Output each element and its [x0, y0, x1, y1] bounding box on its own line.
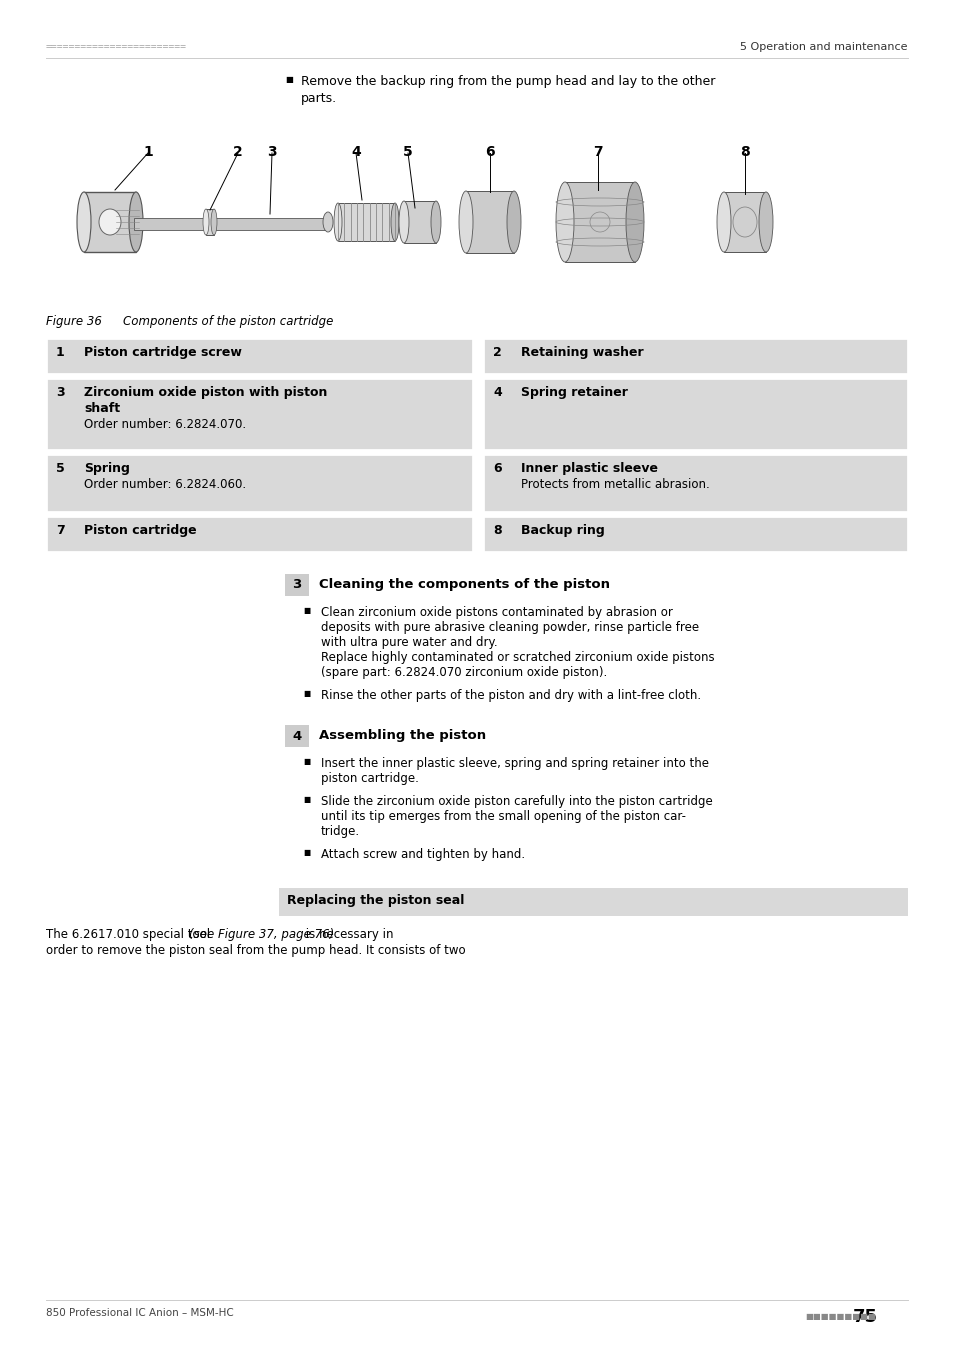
Ellipse shape: [506, 190, 520, 252]
Ellipse shape: [129, 192, 143, 252]
Text: 5 Operation and maintenance: 5 Operation and maintenance: [740, 42, 907, 53]
Bar: [285, 725, 309, 747]
Text: Zirconium oxide piston with piston: Zirconium oxide piston with piston: [84, 386, 327, 400]
Ellipse shape: [334, 202, 341, 242]
Text: order to remove the piston seal from the pump head. It consists of two: order to remove the piston seal from the…: [46, 944, 465, 957]
Text: Replacing the piston seal: Replacing the piston seal: [287, 894, 464, 907]
Text: Cleaning the components of the piston: Cleaning the components of the piston: [318, 578, 609, 591]
Ellipse shape: [77, 192, 91, 252]
Text: Insert the inner plastic sleeve, spring and spring retainer into the: Insert the inner plastic sleeve, spring …: [320, 757, 708, 769]
Text: Backup ring: Backup ring: [520, 524, 604, 537]
Ellipse shape: [323, 212, 333, 232]
Bar: [403, 201, 436, 243]
Text: deposits with pure abrasive cleaning powder, rinse particle free: deposits with pure abrasive cleaning pow…: [320, 621, 699, 634]
Bar: [482, 338, 907, 374]
Text: ■: ■: [285, 76, 293, 84]
Text: ■■■■■■■■■: ■■■■■■■■■: [804, 1312, 875, 1322]
Text: ■: ■: [303, 848, 310, 857]
Text: ■: ■: [303, 688, 310, 698]
Text: ========================: ========================: [46, 42, 187, 53]
Text: 3: 3: [292, 579, 301, 591]
Text: 8: 8: [493, 524, 501, 537]
Bar: [46, 378, 473, 450]
Bar: [133, 217, 328, 230]
Text: Replace highly contaminated or scratched zirconium oxide pistons: Replace highly contaminated or scratched…: [320, 651, 714, 664]
Text: Spring retainer: Spring retainer: [520, 386, 627, 400]
Text: 7: 7: [56, 524, 65, 537]
Ellipse shape: [431, 201, 440, 243]
Text: tridge.: tridge.: [320, 825, 359, 838]
Text: Attach screw and tighten by hand.: Attach screw and tighten by hand.: [320, 848, 524, 861]
Text: 1: 1: [56, 346, 65, 359]
Bar: [482, 516, 907, 552]
Ellipse shape: [203, 209, 209, 235]
Text: Clean zirconium oxide pistons contaminated by abrasion or: Clean zirconium oxide pistons contaminat…: [320, 606, 672, 620]
Text: 1: 1: [143, 144, 152, 159]
Ellipse shape: [625, 182, 643, 262]
Text: Piston cartridge: Piston cartridge: [84, 524, 196, 537]
Text: 8: 8: [740, 144, 749, 159]
Text: 6: 6: [493, 462, 501, 475]
Text: Spring: Spring: [84, 462, 130, 475]
Text: Slide the zirconium oxide piston carefully into the piston cartridge: Slide the zirconium oxide piston careful…: [320, 795, 712, 809]
Text: piston cartridge.: piston cartridge.: [320, 772, 418, 784]
Bar: [46, 516, 473, 552]
Ellipse shape: [211, 209, 216, 235]
Ellipse shape: [458, 190, 473, 252]
Text: 6: 6: [485, 144, 495, 159]
Ellipse shape: [99, 209, 121, 235]
Text: The 6.2617.010 special tool: The 6.2617.010 special tool: [46, 927, 213, 941]
Bar: [46, 338, 473, 374]
Ellipse shape: [556, 182, 574, 262]
Text: (see Figure 37, page 76): (see Figure 37, page 76): [189, 927, 334, 941]
Text: parts.: parts.: [301, 92, 336, 105]
Bar: [285, 574, 309, 595]
Text: Components of the piston cartridge: Components of the piston cartridge: [108, 315, 333, 328]
Ellipse shape: [759, 192, 772, 252]
Text: ■: ■: [303, 606, 310, 616]
Text: shaft: shaft: [84, 402, 120, 414]
Text: is necessary in: is necessary in: [301, 927, 393, 941]
Text: 3: 3: [267, 144, 276, 159]
Text: 5: 5: [403, 144, 413, 159]
Text: 3: 3: [56, 386, 65, 400]
Text: 2: 2: [493, 346, 501, 359]
Bar: [84, 192, 136, 252]
Bar: [482, 454, 907, 512]
Bar: [337, 202, 395, 242]
Text: Figure 36: Figure 36: [46, 315, 102, 328]
Text: ■: ■: [303, 795, 310, 805]
Ellipse shape: [717, 192, 730, 252]
Text: Rinse the other parts of the piston and dry with a lint-free cloth.: Rinse the other parts of the piston and …: [320, 688, 700, 702]
Text: Order number: 6.2824.070.: Order number: 6.2824.070.: [84, 418, 246, 431]
Text: Piston cartridge screw: Piston cartridge screw: [84, 346, 242, 359]
Ellipse shape: [391, 202, 398, 242]
Text: Protects from metallic abrasion.: Protects from metallic abrasion.: [520, 478, 709, 491]
Text: 850 Professional IC Anion – MSM-HC: 850 Professional IC Anion – MSM-HC: [46, 1308, 233, 1318]
Text: ■: ■: [303, 757, 310, 765]
Text: Assembling the piston: Assembling the piston: [318, 729, 486, 742]
Text: 2: 2: [233, 144, 243, 159]
Bar: [206, 209, 213, 235]
Bar: [465, 190, 514, 252]
Text: 7: 7: [593, 144, 602, 159]
Text: Remove the backup ring from the pump head and lay to the other: Remove the backup ring from the pump hea…: [301, 76, 715, 88]
Text: with ultra pure water and dry.: with ultra pure water and dry.: [320, 636, 497, 649]
Text: 5: 5: [56, 462, 65, 475]
Text: 4: 4: [292, 729, 301, 742]
Text: 4: 4: [493, 386, 501, 400]
Text: 75: 75: [852, 1308, 877, 1326]
Text: (spare part: 6.2824.070 zirconium oxide piston).: (spare part: 6.2824.070 zirconium oxide …: [320, 666, 607, 679]
Text: until its tip emerges from the small opening of the piston car-: until its tip emerges from the small ope…: [320, 810, 685, 824]
Text: Inner plastic sleeve: Inner plastic sleeve: [520, 462, 658, 475]
Ellipse shape: [398, 201, 409, 243]
Text: Retaining washer: Retaining washer: [520, 346, 643, 359]
Text: Order number: 6.2824.060.: Order number: 6.2824.060.: [84, 478, 246, 491]
Bar: [46, 454, 473, 512]
Bar: [278, 888, 907, 917]
Bar: [723, 192, 765, 252]
Bar: [482, 378, 907, 450]
Bar: [564, 182, 635, 262]
Text: 4: 4: [351, 144, 360, 159]
